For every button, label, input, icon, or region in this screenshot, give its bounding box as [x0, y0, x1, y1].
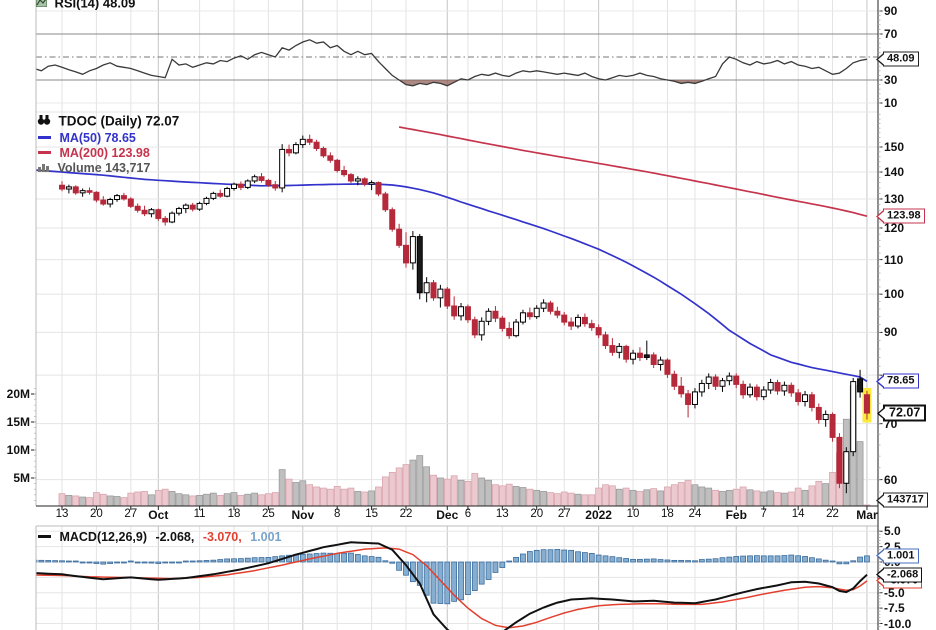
- date-label: Mar: [856, 508, 878, 522]
- price-tick-label: 90: [884, 325, 898, 340]
- date-label: Dec: [436, 508, 459, 522]
- volume-tick-label: 20M: [6, 387, 30, 401]
- date-label: Nov: [291, 508, 315, 522]
- date-label: 27: [124, 508, 138, 520]
- date-label: 20: [89, 508, 103, 520]
- rsi-tick-label: 90: [884, 4, 898, 18]
- rsi-tick-label: 70: [884, 27, 898, 41]
- date-label: Feb: [725, 508, 747, 522]
- ma200-legend: MA(200) 123.98: [38, 144, 150, 162]
- date-label: 27: [557, 508, 571, 520]
- date-label: 14: [791, 508, 805, 520]
- price-tick-label: 100: [884, 287, 905, 302]
- date-label: 6: [464, 508, 472, 520]
- main-title: TDOC (Daily) 72.07: [37, 112, 179, 130]
- macd-tick-label: -7.5: [884, 601, 905, 616]
- rsi-legend: RSI(14) 48.09: [35, 0, 136, 12]
- date-label: 11: [193, 508, 206, 520]
- ma50-label: MA(50) 78.65: [59, 130, 136, 145]
- date-label: 20: [530, 508, 544, 520]
- volume-tick-label: 10M: [6, 443, 30, 457]
- date-label: 15: [365, 508, 378, 520]
- date-label: 8: [333, 508, 341, 520]
- rsi-tick-label: 30: [884, 73, 898, 87]
- volume-tick-label: 15M: [6, 415, 30, 429]
- macd-tick-label: -10.0: [884, 616, 912, 630]
- price-tick-label: 110: [884, 252, 904, 267]
- symbol-title: TDOC (Daily) 72.07: [58, 113, 180, 129]
- axis-callout-143717: 143717: [876, 492, 928, 508]
- date-label: 2022: [585, 508, 612, 522]
- price-tick-label: 60: [884, 472, 898, 487]
- date-label: Oct: [148, 508, 169, 522]
- volume-tick-label: 5M: [13, 471, 30, 485]
- rsi-tick-label: 10: [884, 96, 898, 110]
- volume-bars-icon: [38, 159, 50, 177]
- macd-value: -2.068,: [155, 529, 195, 544]
- ma50-line-icon: [38, 136, 51, 140]
- volume-legend: Volume 143,717: [38, 159, 150, 177]
- axis-callout-72.07: 72.07: [876, 404, 927, 422]
- macd-legend-label: MACD(12,26,9): [59, 529, 147, 544]
- area-chart-icon: [35, 0, 48, 12]
- date-label: 18: [227, 508, 241, 520]
- date-label: 7: [760, 508, 767, 520]
- macd-tick-label: 5.0: [884, 524, 901, 539]
- date-label: 13: [495, 508, 509, 520]
- rsi-legend-label: RSI(14) 48.09: [54, 0, 136, 11]
- macd-line-icon: [38, 535, 51, 539]
- axis-callout-1.001: 1.001: [876, 548, 919, 564]
- date-label: 25: [261, 508, 275, 520]
- axis-callout--2.068: -2.068: [875, 567, 923, 583]
- macd-tick-label: -5.0: [884, 585, 905, 600]
- axis-callout-48.09: 48.09: [876, 51, 919, 67]
- price-tick-label: 150: [884, 140, 905, 154]
- date-label: 10: [626, 508, 640, 520]
- date-label: 13: [55, 508, 69, 520]
- price-tick-label: 130: [884, 191, 905, 206]
- date-label: 22: [826, 508, 839, 520]
- axis-callout-78.65: 78.65: [876, 373, 919, 389]
- macd-signal-value: -3.070,: [202, 529, 242, 544]
- binoculars-icon: [37, 112, 51, 130]
- macd-legend: MACD(12,26,9) -2.068, -3.070, 1.001: [38, 528, 281, 546]
- date-label: 24: [688, 508, 702, 520]
- volume-label: Volume 143,717: [57, 161, 151, 175]
- ma50-legend: MA(50) 78.65: [38, 129, 136, 147]
- date-label: 22: [399, 508, 413, 520]
- date-label: 18: [661, 508, 674, 520]
- axis-callout-123.98: 123.98: [876, 208, 925, 224]
- price-tick-label: 140: [884, 165, 905, 180]
- ma200-line-icon: [38, 151, 51, 155]
- price-tick-label: 120: [884, 221, 905, 235]
- macd-histogram-value: 1.001: [250, 529, 282, 544]
- ma200-label: MA(200) 123.98: [59, 145, 150, 160]
